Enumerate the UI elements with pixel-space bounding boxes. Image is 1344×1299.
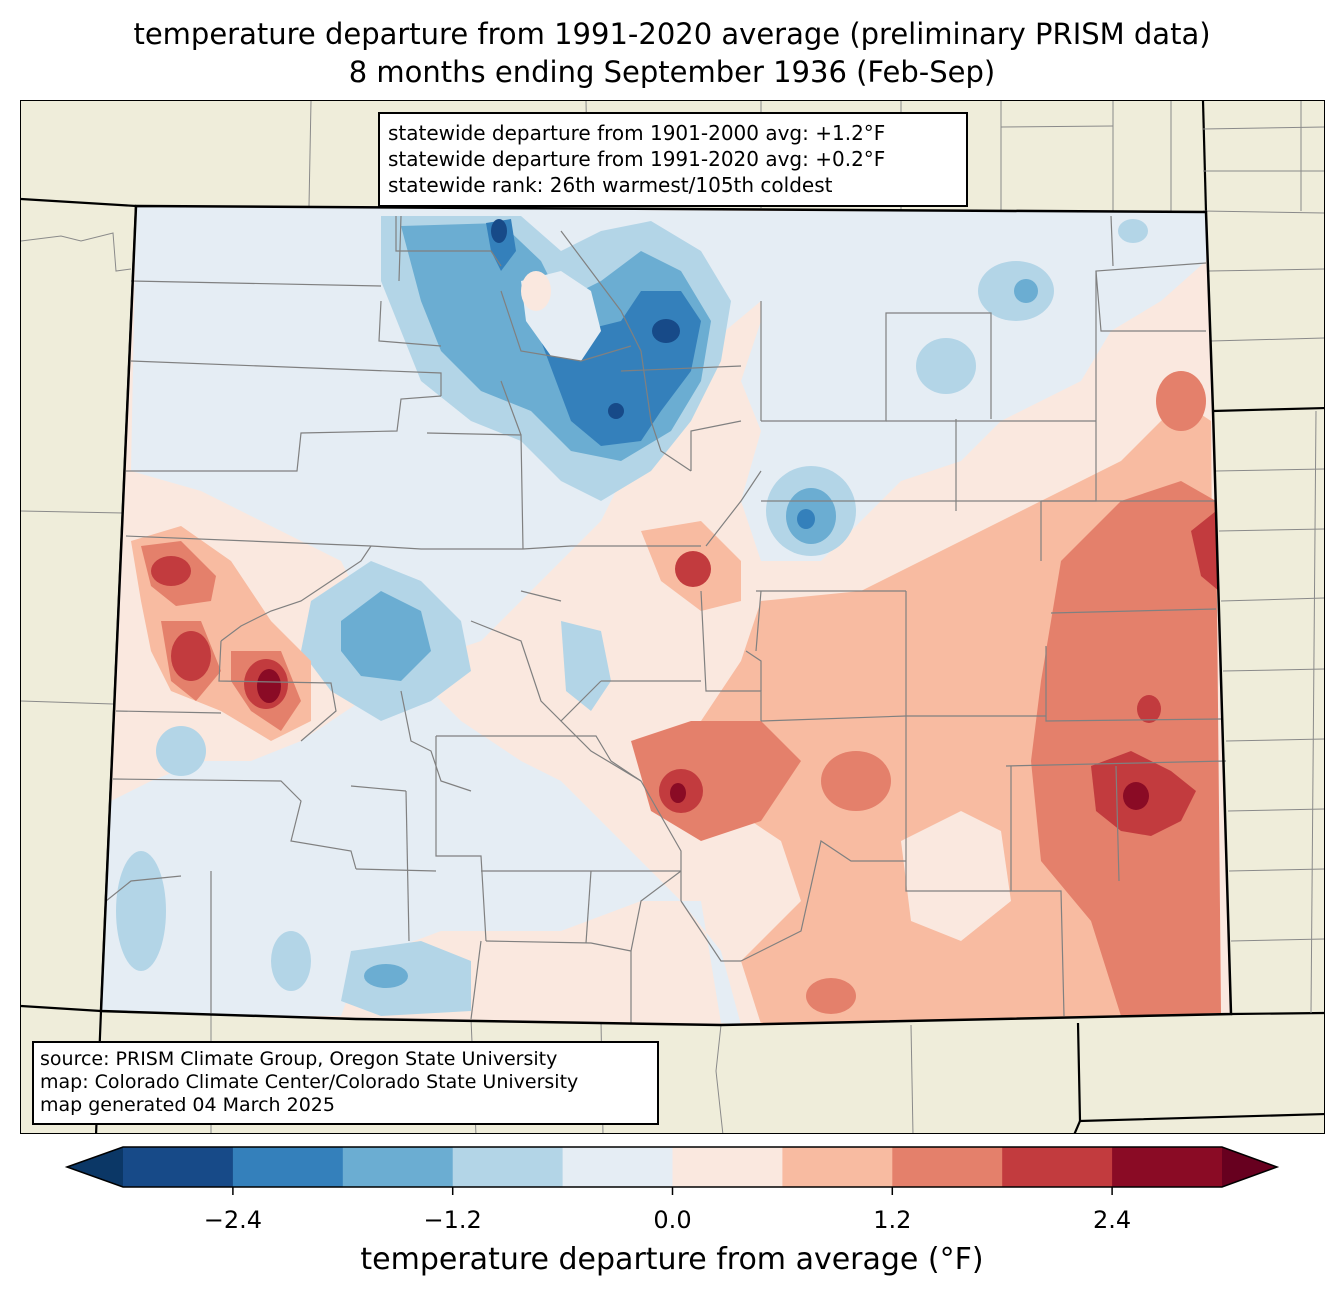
colorbar-segment <box>892 1147 1003 1187</box>
field-warmer-ne-arc <box>1156 371 1206 431</box>
stats-departure-1991-2020: statewide departure from 1991-2020 avg: … <box>388 147 886 171</box>
colorbar-label: temperature departure from average (°F) <box>360 1242 984 1277</box>
colorbar-segment <box>672 1147 783 1187</box>
source-line: source: PRISM Climate Group, Oregon Stat… <box>40 1048 558 1070</box>
field-light-east-pocket <box>901 811 1011 941</box>
colorbar-tick-marks <box>232 1187 1113 1195</box>
field-blue-sw-2 <box>271 931 311 991</box>
field-light-blue-northeast <box>741 211 1206 561</box>
colorbar <box>64 1146 1280 1195</box>
field-darkred-south-central <box>670 783 686 803</box>
field-darkred-west <box>257 669 281 703</box>
field-red-east-edge <box>1191 511 1219 591</box>
stats-rank: statewide rank: 26th warmest/105th colde… <box>388 173 833 197</box>
field-dark-blue-spot-a <box>608 403 624 419</box>
field-red-west-1 <box>151 556 191 586</box>
field-darkest-blue-tip <box>491 219 507 243</box>
colorbar-tick-label: 2.4 <box>1093 1206 1132 1234</box>
map-title: temperature departure from 1991-2020 ave… <box>133 17 1211 51</box>
colorbar-extend-high <box>1222 1147 1277 1187</box>
field-blue-sw-3 <box>116 851 166 971</box>
field-darkest-blue-north <box>652 319 680 343</box>
colorbar-tick-label: −2.4 <box>203 1206 263 1234</box>
source-credits-box: source: PRISM Climate Group, Oregon Stat… <box>32 1041 659 1125</box>
field-red-frontrange <box>675 551 711 587</box>
colorbar-segments <box>64 1146 1280 1188</box>
county-borders <box>105 215 1227 1023</box>
colorbar-tick-label: 0.0 <box>653 1206 692 1234</box>
colorbar-segment <box>782 1147 893 1187</box>
field-warmer-spot-e <box>821 751 891 811</box>
colorbar-outline <box>64 1146 1280 1188</box>
field-blue-denver-core <box>797 509 815 529</box>
field-blue-ne-1-core <box>1014 279 1038 303</box>
stats-departure-1901-2000: statewide departure from 1901-2000 avg: … <box>388 121 886 145</box>
colorbar-extend-low <box>67 1147 123 1187</box>
map-canvas <box>21 101 1324 1133</box>
field-blue-sw-4 <box>156 726 206 776</box>
field-red-west-2 <box>171 631 211 681</box>
field-warmer-east <box>1031 481 1221 1016</box>
colorbar-tick-label: 1.2 <box>873 1206 912 1234</box>
field-red-east-spot <box>1137 695 1161 723</box>
field-darkred-se <box>1123 782 1149 810</box>
colorbar-tick-label: −1.2 <box>423 1206 482 1234</box>
field-warm-pocket-north <box>521 271 551 311</box>
colorado-temperature-field <box>101 206 1231 1025</box>
map-credit-line: map: Colorado Climate Center/Colorado St… <box>40 1071 579 1093</box>
field-blue-ne-2 <box>916 338 976 394</box>
field-mid-blue-central <box>341 591 431 681</box>
field-mid-blue-southwest <box>364 964 408 988</box>
colorbar-segment <box>1002 1147 1113 1187</box>
generated-date-line: map generated 04 March 2025 <box>40 1094 335 1116</box>
colorbar-segment <box>342 1147 454 1187</box>
colorbar-segment <box>562 1147 673 1187</box>
field-warmer-se-bottom <box>806 978 856 1014</box>
map-subtitle: 8 months ending September 1936 (Feb-Sep) <box>348 55 996 89</box>
colorbar-segment <box>452 1147 564 1187</box>
field-blue-ne-3 <box>1118 219 1148 243</box>
colorado-state-border <box>99 204 1233 1027</box>
colorbar-segment <box>123 1147 234 1187</box>
map-panel <box>20 100 1325 1134</box>
field-blue-sanluis <box>561 621 611 711</box>
colorbar-segment <box>1112 1147 1223 1187</box>
colorbar-segment <box>232 1147 344 1187</box>
statewide-stats-box: statewide departure from 1901-2000 avg: … <box>378 112 968 207</box>
